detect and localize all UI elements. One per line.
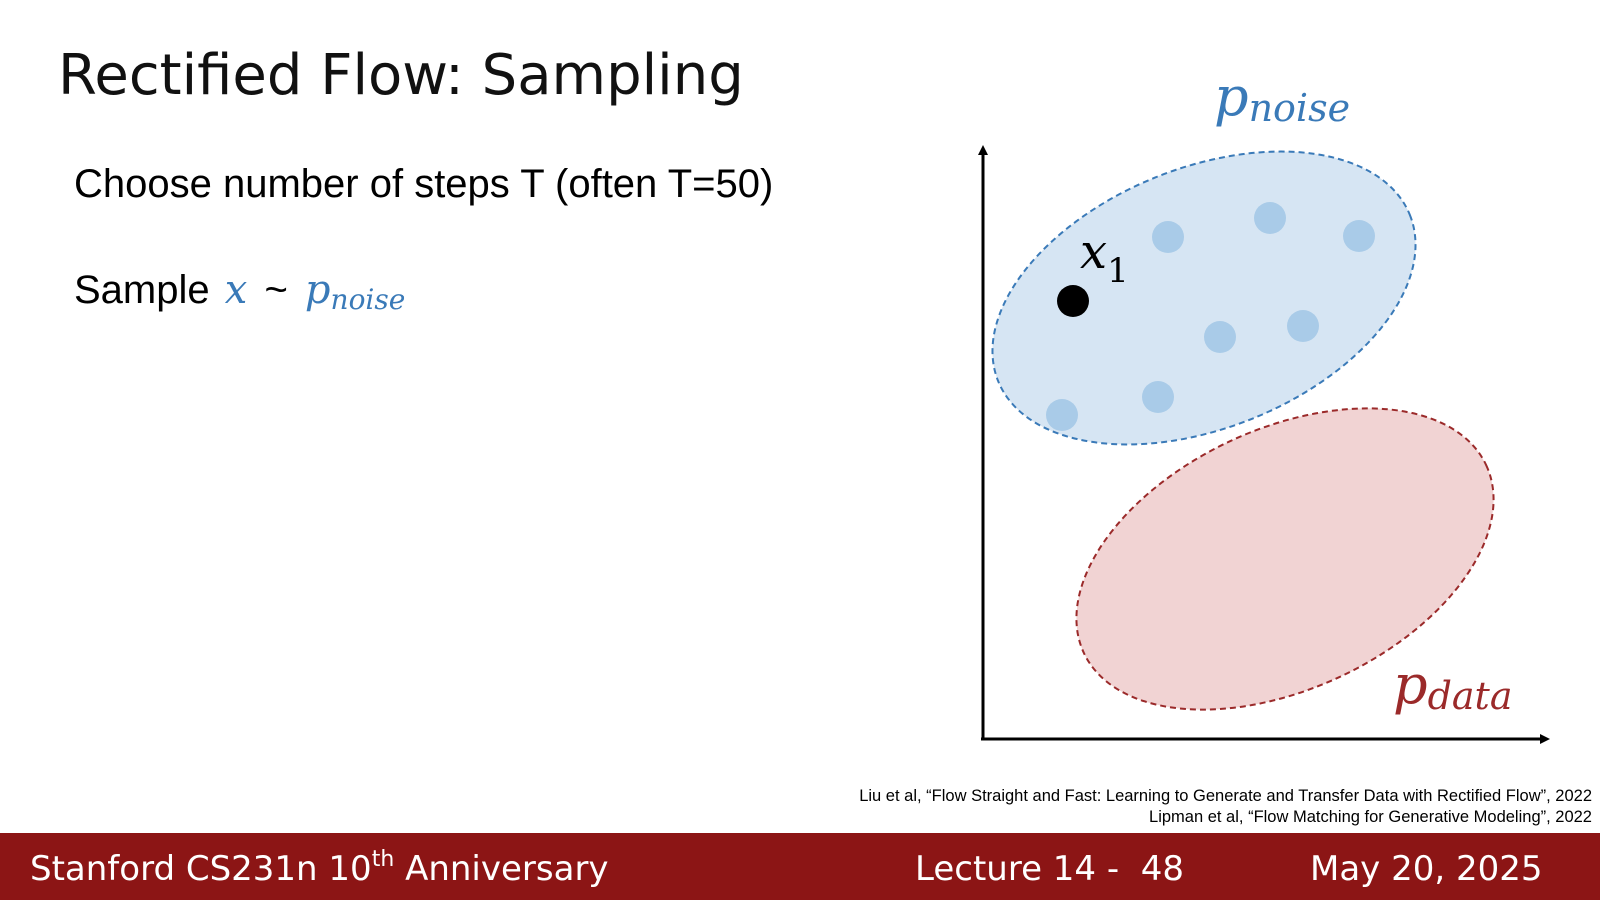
slide-title: Rectified Flow: Sampling — [58, 43, 744, 108]
label-subscript: data — [1428, 674, 1513, 718]
course-superscript: th — [372, 847, 395, 872]
data-distribution — [1075, 407, 1495, 711]
sample-dot — [1287, 310, 1319, 342]
sample-dot — [1046, 399, 1078, 431]
footer-lecture: Lecture 14 - 48 — [915, 849, 1184, 889]
selected-sample — [1057, 285, 1089, 317]
footer-bar — [0, 833, 1600, 900]
label-symbol: p — [1393, 653, 1428, 716]
citation: Lipman et al, “Flow Matching for Generat… — [1149, 808, 1592, 826]
sample-dot — [1343, 220, 1375, 252]
noise-samples — [1046, 202, 1375, 431]
course-name-rest: Anniversary — [394, 849, 608, 889]
course-name: Stanford CS231n 10 — [30, 849, 372, 889]
label-subscript: noise — [1249, 86, 1351, 130]
math-variable: x — [225, 267, 248, 313]
sample-dot — [1254, 202, 1286, 234]
noise-label: pnoise — [1214, 65, 1350, 130]
bullet: Sample x ~ pnoise — [74, 267, 405, 316]
bullet-text: Sample — [74, 268, 210, 312]
label-symbol: p — [1214, 65, 1249, 128]
footer-course: Stanford CS231n 10th Anniversary — [30, 847, 609, 889]
sample-dot — [1204, 321, 1236, 353]
sample-dot — [1152, 221, 1184, 253]
math-symbol: p — [305, 267, 331, 313]
data-label: pdata — [1393, 653, 1512, 718]
bullet: Choose number of steps T (often T=50) — [74, 162, 773, 206]
label-symbol: x — [1080, 224, 1107, 280]
sample-dot — [1142, 381, 1174, 413]
math-relation: ~ — [264, 268, 287, 312]
diagram: pnoise x1 pdata — [978, 65, 1550, 744]
noise-distribution — [991, 150, 1417, 446]
label-subscript: 1 — [1107, 251, 1129, 291]
math-subscript: noise — [331, 283, 406, 316]
footer-date: May 20, 2025 — [1310, 849, 1543, 889]
citation: Liu et al, “Flow Straight and Fast: Lear… — [859, 787, 1592, 805]
point-label: x1 — [1080, 224, 1129, 291]
